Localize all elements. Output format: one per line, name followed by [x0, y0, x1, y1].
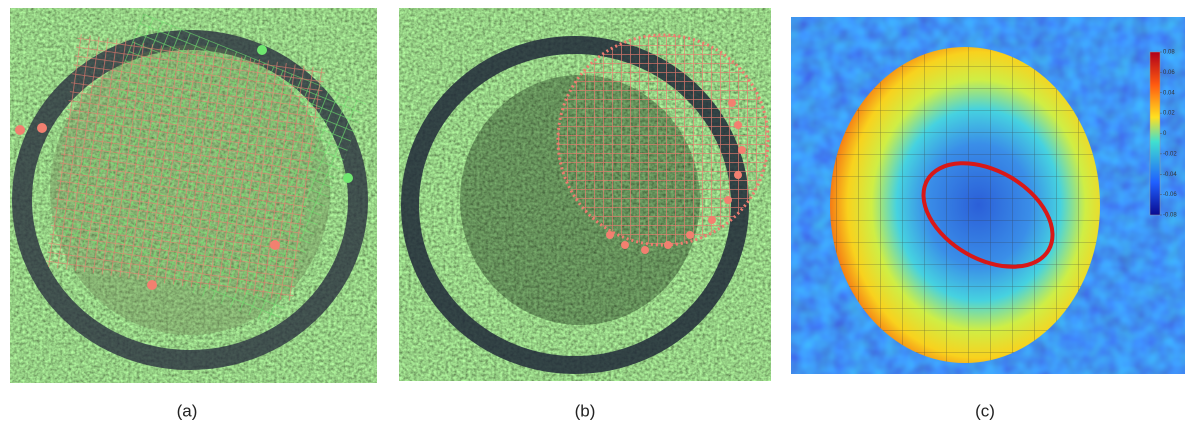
caption: (a)	[177, 401, 198, 420]
image-a	[10, 8, 377, 383]
caption: (c)	[975, 401, 995, 420]
caption: (b)	[575, 401, 596, 420]
colorbar-tick-label: -0.06	[1163, 192, 1177, 198]
colorbar-tick-label: 0.06	[1163, 70, 1175, 76]
colorbar-tick-label: 0.08	[1163, 50, 1175, 56]
image-c	[791, 17, 1185, 374]
colorbar-tick-label: -0.04	[1163, 172, 1177, 178]
colorbar-tick-label: -0.02	[1163, 151, 1177, 157]
colorbar-tick-label: 0.02	[1163, 111, 1175, 117]
colorbar-tick-label: 0	[1163, 131, 1167, 137]
colorbar	[1149, 51, 1161, 216]
colorbar-tick-label: -0.08	[1163, 213, 1177, 219]
image-b	[399, 8, 771, 381]
colorbar-tick-label: 0.04	[1163, 90, 1175, 96]
